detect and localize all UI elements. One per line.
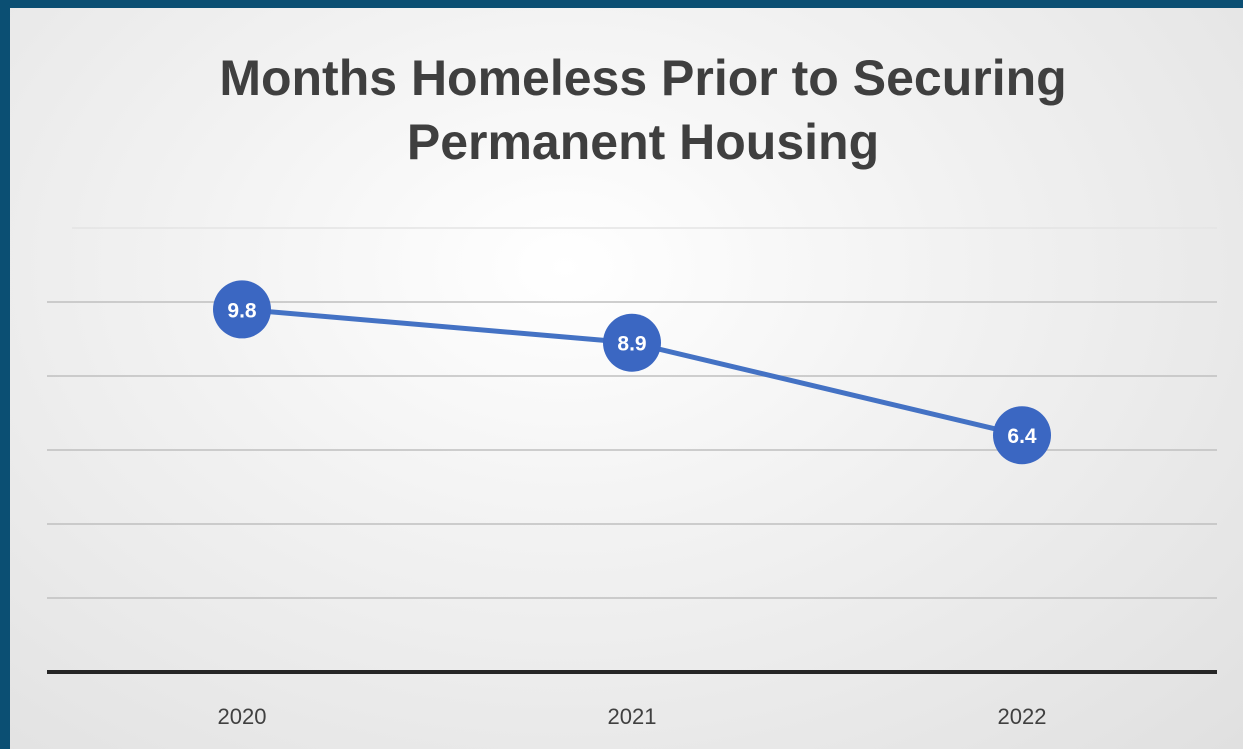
x-tick-label: 2022 bbox=[998, 704, 1047, 729]
chart-panel: Months Homeless Prior to Securing Perman… bbox=[10, 8, 1243, 749]
data-point-marker bbox=[993, 406, 1051, 465]
chart-title: Months Homeless Prior to Securing Perman… bbox=[10, 46, 1243, 174]
data-point-marker bbox=[603, 313, 661, 372]
line-chart: 2020 2021 2022 9.8 8.9 6.4 bbox=[47, 227, 1217, 729]
data-label: 9.8 bbox=[227, 299, 257, 322]
chart-title-line-1: Months Homeless Prior to Securing bbox=[219, 50, 1067, 106]
x-tick-label: 2020 bbox=[218, 704, 267, 729]
data-label: 6.4 bbox=[1007, 425, 1037, 448]
x-tick-label: 2021 bbox=[608, 704, 657, 729]
data-point-marker bbox=[213, 280, 271, 339]
data-label: 8.9 bbox=[617, 333, 646, 356]
chart-title-line-2: Permanent Housing bbox=[406, 114, 880, 170]
